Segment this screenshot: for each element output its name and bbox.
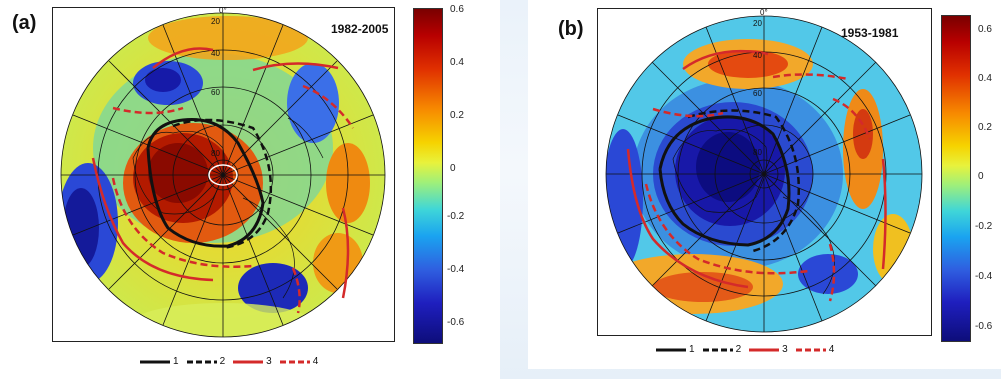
colorbar-tick: 0 [450,163,456,174]
period-label: 1953-1981 [841,26,899,40]
panel-a: (a) [0,0,500,379]
lat-label-20: 20 [753,19,762,28]
lat-label-20: 20 [211,17,220,26]
colorbar-tick: -0.2 [447,211,465,222]
lat-label-80: 80 [753,148,762,157]
colorbar-tick: 0.2 [450,110,464,121]
legend: 1 2 3 4 [140,356,319,367]
colorbar-tick: 0.6 [450,4,464,15]
lat-label-60: 60 [753,89,762,98]
colorbar-tick: -0.2 [975,221,993,232]
legend: 1 2 3 4 [656,344,835,355]
colorbar-tick: -0.6 [447,317,465,328]
colorbar-tick: -0.4 [975,271,993,282]
panel-label: (b) [558,18,584,40]
lat-label-60: 60 [211,88,220,97]
colorbar-tick: -0.4 [447,264,465,275]
lat-label-40: 40 [753,51,762,60]
lat-label-40: 40 [211,49,220,58]
map-frame: 0° 20 40 60 80 1953-1981 [597,8,932,336]
panel-b: (b) [500,0,1001,379]
lat-label-0: 0° [760,8,768,17]
polar-map [60,12,386,338]
lat-label-80: 80 [211,149,220,158]
panel-label: (a) [12,12,37,34]
map-frame: 0° 20 40 60 80 1982-2005 [52,6,395,342]
colorbar-tick: 0.2 [978,122,992,133]
colorbar [413,8,443,344]
colorbar-tick: 0.4 [450,57,464,68]
colorbar-tick: -0.6 [975,321,993,332]
lat-label-0: 0° [219,6,227,15]
period-label: 1982-2005 [331,22,389,36]
colorbar-tick: 0.4 [978,73,992,84]
polar-map [605,15,923,333]
colorbar [941,15,971,342]
colorbar-tick: 0 [978,171,984,182]
colorbar-tick: 0.6 [978,24,992,35]
